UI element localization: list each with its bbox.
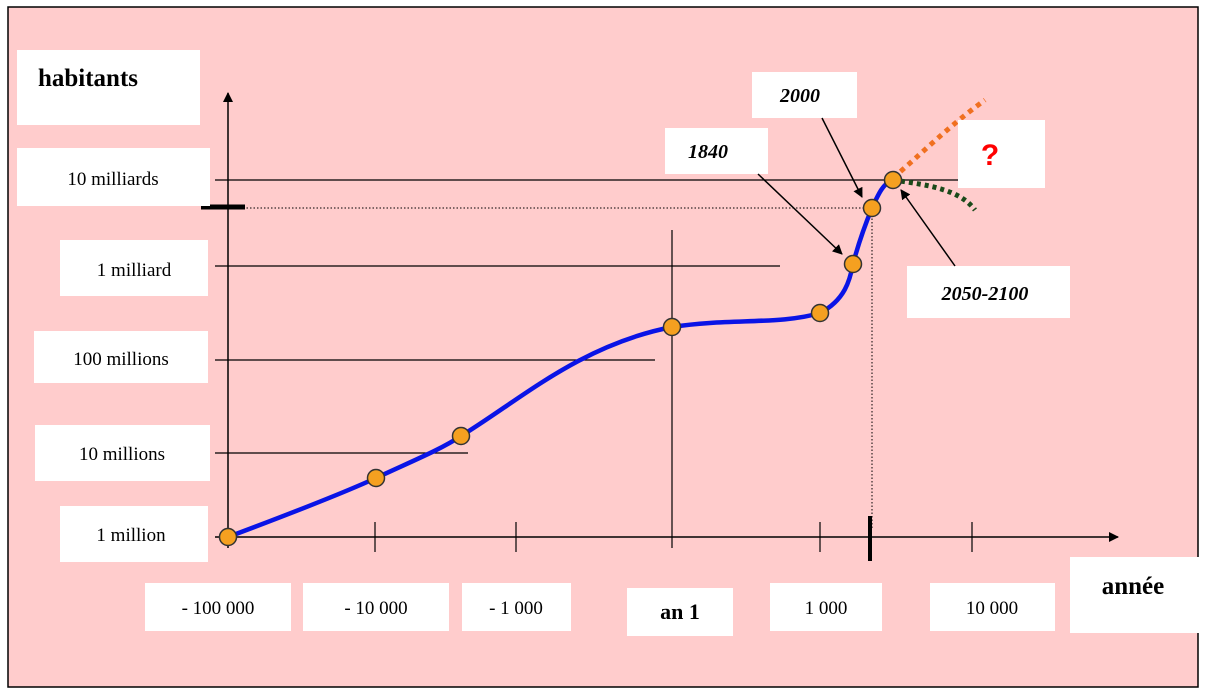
xlabel-box: [1070, 557, 1200, 633]
point-2000: [862, 198, 882, 218]
ytick-label: 1 million: [96, 525, 166, 546]
y-tick-labels: 10 milliards 1 milliard 100 millions 10 …: [17, 148, 210, 562]
point-1000: [810, 303, 830, 323]
point-minus-3000: [451, 426, 471, 446]
data-points: [218, 170, 903, 547]
point-1840: [843, 254, 863, 274]
point-minus-100000: [218, 527, 238, 547]
xtick-label: 10 000: [966, 598, 1018, 619]
arrow-2000: [821, 117, 863, 198]
ytick-label: 100 millions: [73, 349, 169, 370]
annotation-2000: 2000: [779, 85, 820, 107]
annotation-2050-2100: 2050-2100: [941, 283, 1029, 305]
ytick-label: 1 milliard: [97, 260, 172, 281]
point-minus-10000: [366, 468, 386, 488]
x-axis-label: année: [1102, 573, 1165, 600]
y-axis-label: habitants: [38, 65, 138, 92]
projection-upper: [891, 97, 987, 180]
xtick-label: 1 000: [805, 598, 848, 619]
arrow-2050-2100: [900, 189, 956, 267]
point-2050-2100: [883, 170, 903, 190]
ylabel-box: [17, 50, 200, 125]
annotation-1840: 1840: [688, 141, 728, 163]
ytick-label: 10 milliards: [67, 169, 158, 190]
annotation-box-1840: [665, 128, 768, 174]
annotation-box-2050-2100: [907, 266, 1070, 318]
xtick-label: an 1: [660, 599, 700, 624]
xtick-label: - 1 000: [489, 598, 543, 619]
x-tick-labels: - 100 000 - 10 000 - 1 000 an 1 1 000 10…: [145, 583, 1055, 636]
question-mark: ?: [981, 139, 999, 172]
projection-lower: [892, 177, 977, 212]
question-box: [958, 120, 1045, 188]
point-an-1: [662, 317, 682, 337]
xtick-label: - 10 000: [344, 598, 407, 619]
arrow-1840: [757, 173, 843, 255]
ytick-label: 10 millions: [79, 444, 165, 465]
x-ticks: [374, 516, 973, 561]
xtick-label: - 100 000: [182, 598, 255, 619]
annotation-box-2000: [752, 72, 857, 118]
